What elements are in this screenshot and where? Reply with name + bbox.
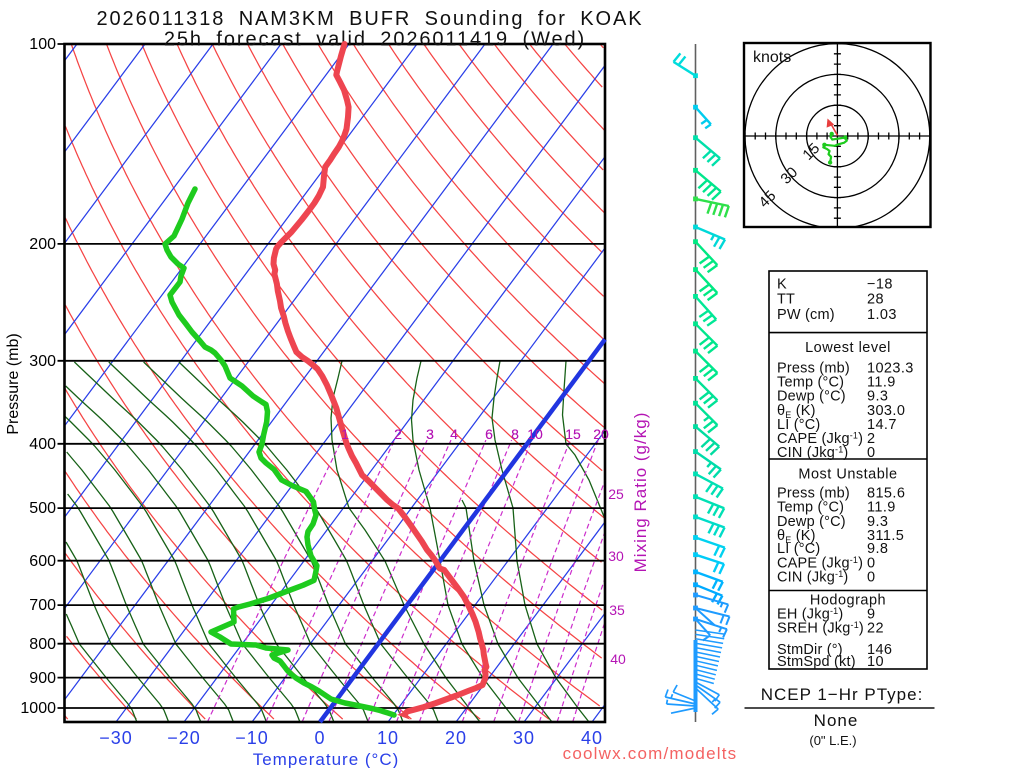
- svg-text:146: 146: [867, 642, 892, 658]
- svg-text:28: 28: [867, 292, 884, 308]
- svg-text:700: 700: [29, 597, 56, 614]
- svg-text:LI (°C): LI (°C): [777, 417, 820, 433]
- svg-text:LI (°C): LI (°C): [777, 541, 820, 557]
- svg-text:TT: TT: [777, 292, 795, 308]
- svg-text:coolwx.com/modelts: coolwx.com/modelts: [563, 744, 738, 763]
- svg-text:Press (mb): Press (mb): [777, 361, 850, 377]
- svg-text:9: 9: [867, 607, 875, 623]
- svg-text:1000: 1000: [20, 700, 56, 717]
- svg-text:−18: −18: [867, 276, 893, 292]
- svg-text:1.03: 1.03: [867, 307, 897, 323]
- svg-text:25: 25: [608, 486, 624, 502]
- svg-text:2: 2: [867, 431, 875, 447]
- svg-text:Most Unstable: Most Unstable: [798, 467, 897, 483]
- svg-text:Hodograph: Hodograph: [810, 593, 886, 609]
- svg-text:8: 8: [511, 426, 519, 442]
- svg-text:StmSpd (kt): StmSpd (kt): [777, 654, 856, 670]
- svg-text:11.9: 11.9: [867, 375, 896, 391]
- svg-text:3: 3: [426, 426, 434, 442]
- svg-text:40: 40: [610, 651, 626, 667]
- svg-text:10: 10: [377, 728, 399, 748]
- svg-text:None: None: [814, 711, 859, 730]
- svg-text:StmDir (°): StmDir (°): [777, 642, 843, 658]
- svg-text:K: K: [777, 276, 787, 292]
- svg-text:2026011318 NAM3KM BUFR Soundin: 2026011318 NAM3KM BUFR Sounding for KOAK: [97, 8, 644, 30]
- svg-text:Temperature (°C): Temperature (°C): [253, 750, 400, 768]
- svg-text:25h forecast valid 2026011419: 25h forecast valid 2026011419 (Wed): [164, 29, 586, 51]
- svg-text:10: 10: [867, 654, 884, 670]
- svg-text:Pressure (mb): Pressure (mb): [5, 333, 22, 434]
- svg-text:Mixing Ratio (g/kg): Mixing Ratio (g/kg): [631, 412, 650, 573]
- svg-text:800: 800: [29, 636, 56, 653]
- svg-text:30: 30: [608, 548, 624, 564]
- svg-text:100: 100: [29, 36, 56, 53]
- svg-text:Temp (°C): Temp (°C): [777, 375, 844, 391]
- svg-text:0: 0: [314, 728, 325, 748]
- svg-text:4: 4: [450, 426, 458, 442]
- svg-text:6: 6: [485, 426, 493, 442]
- svg-text:1023.3: 1023.3: [867, 361, 914, 377]
- svg-text:15: 15: [565, 426, 581, 442]
- svg-text:CAPE (Jkg-1): CAPE (Jkg-1): [777, 555, 863, 572]
- svg-text:CIN (Jkg-1): CIN (Jkg-1): [777, 569, 848, 586]
- svg-text:35: 35: [609, 602, 625, 618]
- svg-text:−20: −20: [167, 728, 201, 748]
- svg-text:9.8: 9.8: [867, 541, 888, 557]
- svg-text:(0" L.E.): (0" L.E.): [809, 733, 856, 748]
- svg-text:30: 30: [513, 728, 535, 748]
- svg-text:CAPE (Jkg-1): CAPE (Jkg-1): [777, 431, 863, 448]
- svg-text:6: 6: [485, 426, 493, 442]
- svg-text:NCEP 1−Hr PType:: NCEP 1−Hr PType:: [761, 685, 924, 704]
- svg-text:2: 2: [394, 426, 402, 442]
- svg-text:0: 0: [867, 445, 875, 461]
- svg-text:40: 40: [581, 728, 603, 748]
- svg-text:0: 0: [867, 570, 875, 586]
- svg-text:Dewp (°C): Dewp (°C): [777, 388, 846, 404]
- svg-text:22: 22: [867, 621, 884, 637]
- svg-text:300: 300: [29, 353, 56, 370]
- svg-text:Press (mb): Press (mb): [777, 486, 850, 502]
- svg-text:0: 0: [867, 556, 875, 572]
- svg-text:PW (cm): PW (cm): [777, 307, 835, 323]
- svg-text:10: 10: [527, 426, 543, 442]
- svg-text:14.7: 14.7: [867, 417, 897, 433]
- svg-text:600: 600: [29, 553, 56, 570]
- svg-text:815.6: 815.6: [867, 486, 905, 502]
- svg-text:CIN (Jkg-1): CIN (Jkg-1): [777, 445, 848, 462]
- svg-text:Temp (°C): Temp (°C): [777, 500, 844, 516]
- svg-text:9.3: 9.3: [867, 514, 888, 530]
- svg-text:3: 3: [426, 426, 434, 442]
- svg-text:8: 8: [511, 426, 519, 442]
- svg-text:15: 15: [565, 426, 581, 442]
- svg-text:2: 2: [394, 426, 402, 442]
- svg-text:500: 500: [29, 500, 56, 517]
- svg-text:1: 1: [341, 426, 349, 442]
- svg-text:20: 20: [445, 728, 467, 748]
- svg-text:20: 20: [593, 426, 609, 442]
- svg-text:9.3: 9.3: [867, 388, 888, 404]
- svg-text:−30: −30: [99, 728, 133, 748]
- svg-text:400: 400: [29, 436, 56, 453]
- svg-text:200: 200: [29, 236, 56, 253]
- svg-text:900: 900: [29, 670, 56, 687]
- svg-text:EH (Jkg-1): EH (Jkg-1): [777, 606, 843, 623]
- svg-text:303.0: 303.0: [867, 403, 905, 419]
- svg-text:Lowest level: Lowest level: [805, 340, 891, 356]
- svg-text:311.5: 311.5: [867, 528, 904, 544]
- svg-text:Dewp (°C): Dewp (°C): [777, 514, 846, 530]
- svg-text:SREH (Jkg-1): SREH (Jkg-1): [777, 620, 864, 637]
- svg-text:knots: knots: [753, 49, 791, 66]
- svg-text:4: 4: [450, 426, 458, 442]
- svg-text:11.9: 11.9: [867, 500, 896, 516]
- svg-text:−10: −10: [235, 728, 269, 748]
